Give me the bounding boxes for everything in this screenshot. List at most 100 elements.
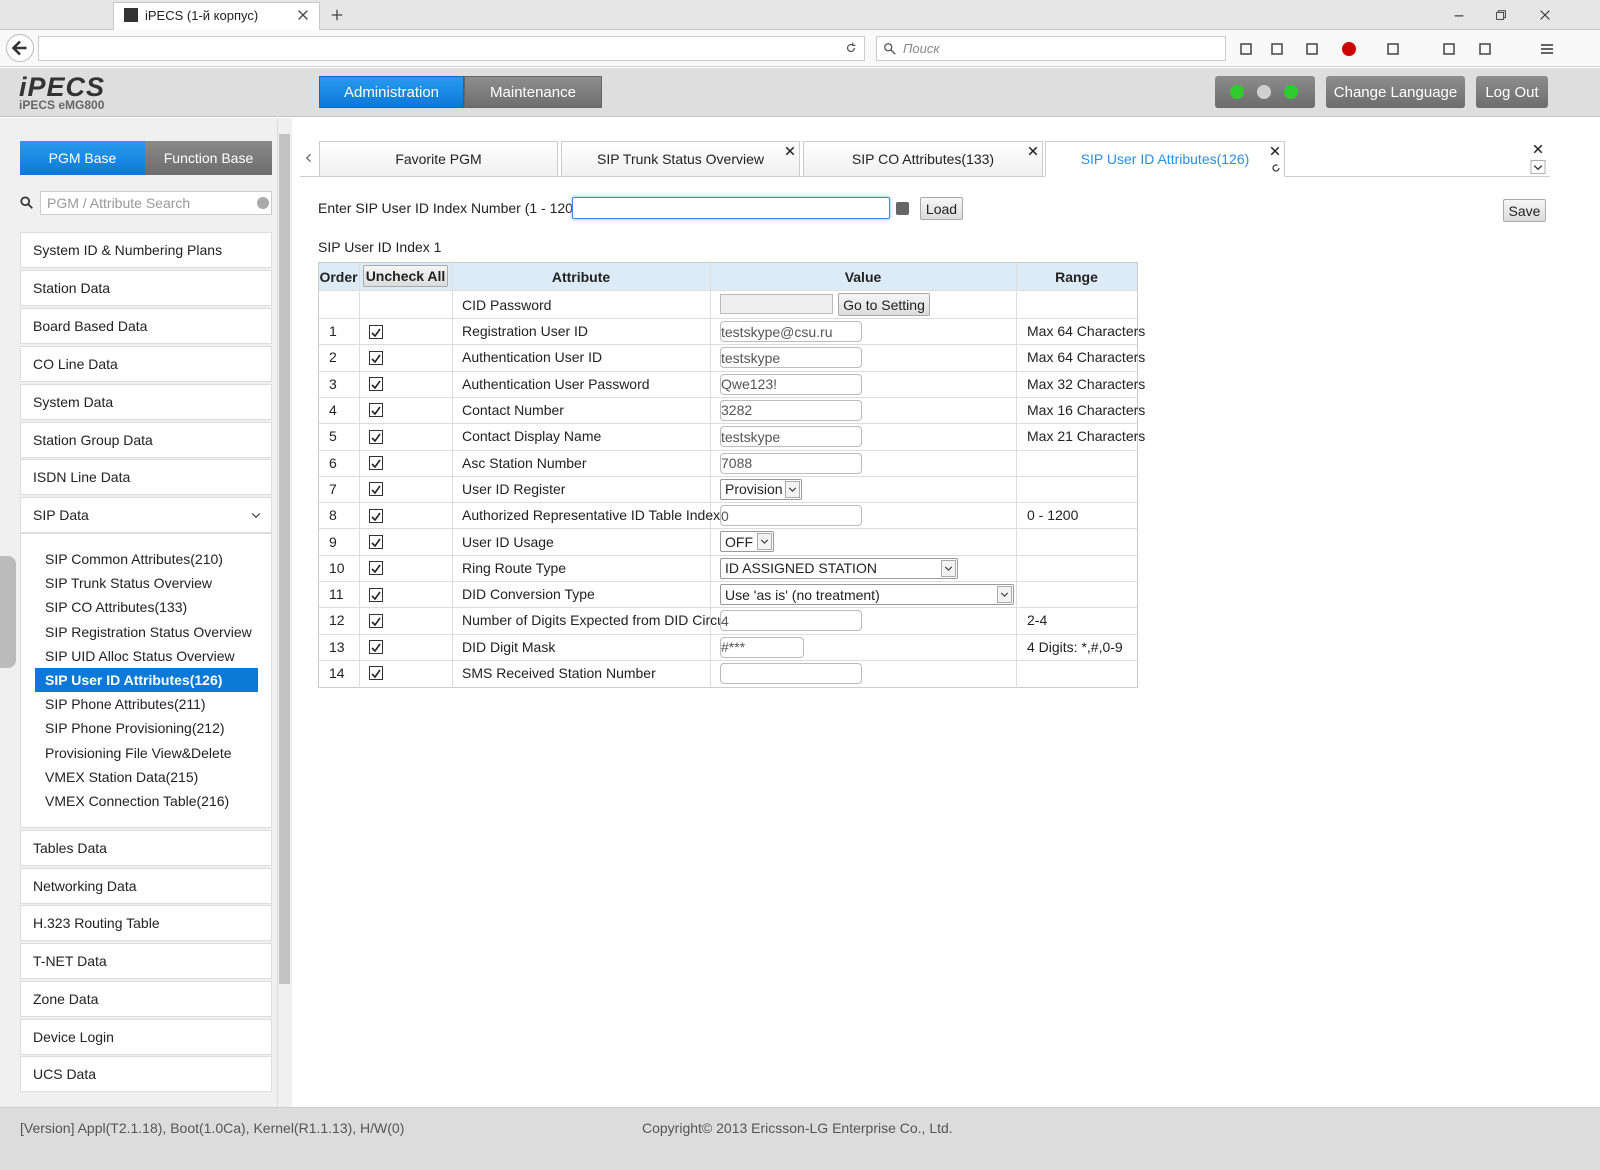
menu-item[interactable]: Board Based Data [20, 307, 272, 344]
toolbar-icon[interactable] [1477, 41, 1493, 57]
value-input[interactable]: testskype [720, 426, 862, 448]
sidebar-search[interactable]: PGM / Attribute Search [40, 191, 272, 215]
clear-search[interactable] [257, 197, 269, 209]
menu-item[interactable]: UCS Data [20, 1056, 272, 1093]
submenu-item[interactable]: VMEX Station Data(215) [45, 768, 199, 785]
toolbar-icon[interactable] [1441, 41, 1457, 57]
uncheck-all[interactable]: Uncheck All [363, 265, 448, 287]
submenu-item[interactable]: SIP Trunk Status Overview [45, 575, 213, 592]
tab-list[interactable] [1530, 160, 1546, 175]
header-action[interactable]: Change Language [1326, 76, 1465, 108]
row-checkbox[interactable] [369, 456, 383, 470]
save-button[interactable]: Save [1503, 199, 1546, 222]
new-tab[interactable] [330, 8, 344, 22]
value-select[interactable]: Provision [720, 478, 802, 500]
submenu-item[interactable]: SIP Phone Attributes(211) [45, 696, 206, 713]
value-input[interactable]: testskype [720, 347, 862, 369]
minimize[interactable] [1452, 8, 1466, 22]
tab-refresh[interactable] [1270, 161, 1282, 173]
value-select[interactable]: ID ASSIGNED STATION [720, 557, 958, 579]
menu-item[interactable]: T-NET Data [20, 943, 272, 980]
submenu-item[interactable]: SIP User ID Attributes(126) [35, 668, 258, 692]
row-checkbox[interactable] [369, 508, 383, 523]
header-action[interactable]: Log Out [1476, 76, 1548, 108]
submenu-item[interactable]: VMEX Connection Table(216) [45, 793, 230, 809]
submenu-item[interactable]: SIP Phone Provisioning(212) [45, 720, 225, 737]
toolbar-icon[interactable] [1539, 41, 1555, 57]
value-select[interactable]: OFF [720, 531, 774, 553]
submenu-item[interactable]: SIP UID Alloc Status Overview [45, 647, 235, 664]
load-button[interactable]: Load [920, 197, 963, 220]
menu-item[interactable]: System Data [20, 383, 272, 420]
value-input[interactable]: 3282 [720, 399, 862, 421]
tab-close[interactable] [1027, 144, 1039, 156]
restore[interactable] [1494, 8, 1508, 22]
base-tab[interactable]: PGM Base [20, 141, 145, 175]
row-checkbox[interactable] [369, 640, 383, 655]
go-to-setting[interactable]: Go to Setting [838, 293, 930, 316]
submenu-item[interactable]: SIP Common Attributes(210) [45, 551, 223, 567]
menu-item[interactable]: Station Group Data [20, 421, 272, 458]
menu-item[interactable]: Zone Data [20, 980, 272, 1017]
toolbar-icon[interactable] [1341, 41, 1357, 57]
row-checkbox[interactable] [369, 482, 383, 497]
url-field[interactable] [38, 36, 865, 61]
row-checkbox[interactable] [369, 324, 383, 339]
value-input[interactable] [720, 662, 862, 684]
close-all-tabs[interactable] [1532, 142, 1544, 154]
value-select[interactable]: Use 'as is' (no treatment) [720, 584, 1014, 605]
tab-close[interactable] [784, 144, 796, 156]
select-arrow-svg [944, 566, 953, 571]
row-checkbox[interactable] [369, 377, 383, 392]
check-mark [371, 354, 381, 364]
menu-item[interactable]: Station Data [20, 269, 272, 306]
tabs-prev[interactable] [303, 151, 315, 165]
close-window[interactable] [1538, 8, 1552, 22]
nav-button[interactable]: Maintenance [464, 76, 602, 108]
row-checkbox[interactable] [369, 350, 383, 365]
menu-item[interactable]: Tables Data [20, 830, 272, 866]
submenu-item[interactable]: SIP CO Attributes(133) [45, 599, 188, 616]
menu-item[interactable]: SIP Data [20, 497, 272, 534]
row-checkbox[interactable] [369, 561, 383, 576]
reload[interactable] [844, 41, 858, 55]
nav-button[interactable]: Administration [319, 76, 464, 108]
value-input[interactable]: testskype@csu.ru [720, 321, 862, 342]
content-tab[interactable]: SIP CO Attributes(133) [803, 141, 1043, 177]
base-tab[interactable]: Function Base [145, 141, 272, 175]
value-input[interactable]: #*** [720, 636, 804, 658]
value-input[interactable]: Qwe123! [720, 373, 862, 395]
row-checkbox[interactable] [369, 587, 383, 602]
submenu-item[interactable]: SIP Registration Status Overview [45, 623, 252, 640]
row-checkbox[interactable] [369, 613, 383, 628]
index-input[interactable] [572, 197, 890, 219]
toolbar-icon[interactable] [1269, 41, 1285, 57]
value-input[interactable]: 4 [720, 610, 862, 632]
search-field[interactable]: Поиск [876, 36, 1226, 61]
submenu-item[interactable]: Provisioning File View&Delete [45, 744, 232, 761]
menu-item[interactable]: CO Line Data [20, 345, 272, 382]
toolbar-icon[interactable] [1304, 41, 1320, 57]
menu-item[interactable]: Networking Data [20, 867, 272, 904]
tab-title[interactable]: iPECS (1-й корпус) [145, 7, 259, 23]
content-tab[interactable]: SIP User ID Attributes(126) [1045, 141, 1285, 177]
toolbar-icon[interactable] [1238, 41, 1254, 57]
row-checkbox[interactable] [369, 534, 383, 549]
toolbar-icon[interactable] [1385, 41, 1401, 57]
row-checkbox[interactable] [369, 429, 383, 444]
content-tab[interactable]: Favorite PGM [319, 141, 558, 177]
menu-item[interactable]: H.323 Routing Table [20, 905, 272, 942]
value-input[interactable]: 7088 [720, 452, 862, 474]
back-button[interactable] [6, 34, 34, 62]
value-input[interactable]: 0 [720, 505, 862, 527]
row-checkbox[interactable] [369, 403, 383, 418]
menu-item[interactable]: ISDN Line Data [20, 459, 272, 496]
menu-item[interactable]: System ID & Numbering Plans [20, 232, 272, 268]
menu-item[interactable]: Device Login [20, 1018, 272, 1055]
help-icon[interactable] [896, 202, 909, 215]
tab-close[interactable] [296, 8, 310, 22]
content-tab[interactable]: SIP Trunk Status Overview [561, 141, 800, 177]
row-checkbox[interactable] [369, 666, 383, 681]
tab-close[interactable] [1269, 144, 1281, 156]
